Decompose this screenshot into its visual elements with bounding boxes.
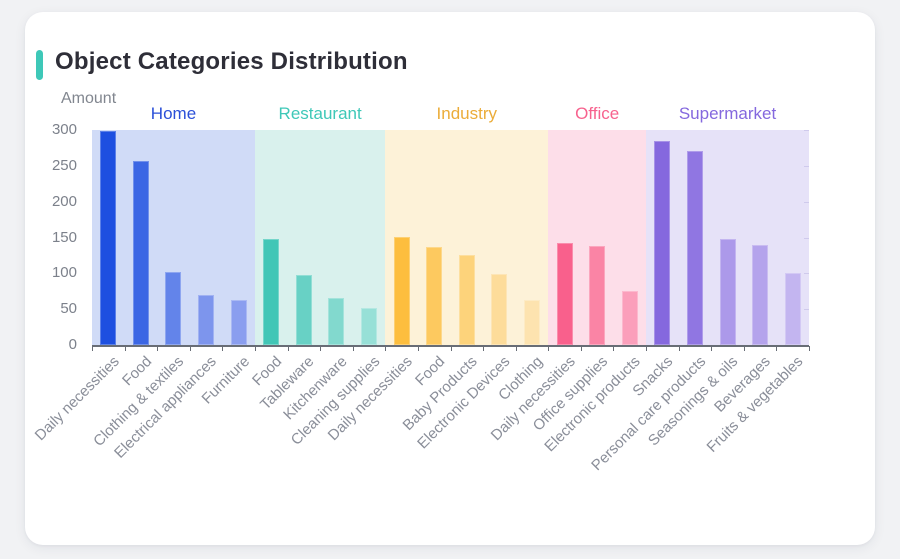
- y-axis-title: Amount: [61, 90, 117, 107]
- x-axis-tick: [483, 346, 485, 351]
- bar-industry-daily-necessities[interactable]: [393, 237, 410, 345]
- bar-office-electronic-products[interactable]: [621, 291, 638, 345]
- title-accent-bar: [36, 50, 43, 80]
- bar-supermarket-snacks[interactable]: [654, 141, 671, 345]
- bar-chart-plot: Home Restaurant Industry Office Supermarket D…: [25, 12, 875, 545]
- right-axis-tick: [804, 130, 809, 131]
- bar-restaurant-food[interactable]: [263, 239, 280, 345]
- bar-home-daily-necessities[interactable]: [100, 131, 117, 345]
- bar-supermarket-personal-care-products[interactable]: [686, 151, 703, 345]
- x-axis-tick: [157, 346, 159, 351]
- x-axis-tick: [417, 346, 419, 351]
- group-label-supermarket: Supermarket: [678, 104, 777, 123]
- x-axis-tick: [124, 346, 126, 351]
- bar-home-clothing-and-textiles[interactable]: [165, 272, 182, 345]
- bar-office-office-supplies[interactable]: [589, 246, 606, 345]
- x-axis-tick: [189, 346, 191, 351]
- x-axis-tick: [711, 346, 713, 351]
- bar-home-electrical-appliances[interactable]: [198, 295, 215, 345]
- bar-supermarket-beverages[interactable]: [752, 245, 769, 345]
- bar-industry-baby-products[interactable]: [458, 255, 475, 345]
- x-axis-tick: [580, 346, 582, 351]
- bar-restaurant-cleaning-supplies[interactable]: [361, 308, 378, 345]
- x-axis-tick: [385, 346, 387, 351]
- bar-restaurant-kitchenware[interactable]: [328, 298, 345, 345]
- chart-card: Object Categories Distribution Amount Ho…: [25, 12, 875, 545]
- bar-restaurant-tableware[interactable]: [295, 275, 312, 345]
- y-axis-tick-label-150: 150: [51, 228, 77, 246]
- right-axis-tick: [804, 166, 809, 167]
- x-axis-tick: [809, 346, 810, 351]
- x-axis-tick: [613, 346, 615, 351]
- x-axis-tick: [548, 346, 550, 351]
- y-axis-tick-label-100: 100: [51, 264, 77, 282]
- right-axis-tick: [804, 309, 809, 310]
- x-axis-tick: [776, 346, 778, 351]
- y-axis-tick-label-0: 0: [68, 336, 77, 353]
- x-axis-tick: [352, 346, 354, 351]
- right-axis-tick: [804, 273, 809, 274]
- x-axis-tick: [92, 346, 93, 351]
- bar-industry-food[interactable]: [426, 247, 443, 345]
- bar-industry-clothing[interactable]: [523, 300, 540, 345]
- group-label-office: Office: [575, 104, 620, 123]
- bar-supermarket-fruits-and-vegetables[interactable]: [784, 273, 801, 345]
- x-axis-tick: [743, 346, 745, 351]
- bar-home-furniture[interactable]: [230, 300, 247, 345]
- bar-office-daily-necessities[interactable]: [556, 243, 573, 345]
- group-label-restaurant: Restaurant: [278, 104, 362, 123]
- right-axis-tick: [804, 238, 809, 239]
- x-axis-tick: [222, 346, 224, 351]
- bar-home-food[interactable]: [132, 161, 149, 345]
- y-axis-tick-label-50: 50: [60, 300, 77, 318]
- x-axis-tick: [515, 346, 517, 351]
- x-axis-tick: [646, 346, 648, 351]
- group-label-home: Home: [150, 104, 197, 123]
- x-axis-tick: [320, 346, 322, 351]
- y-axis-tick-label-200: 200: [51, 192, 77, 210]
- bar-industry-electronic-devices[interactable]: [491, 274, 508, 345]
- x-axis-tick: [254, 346, 256, 351]
- group-label-industry: Industry: [436, 104, 498, 123]
- bar-supermarket-seasonings-and-oils[interactable]: [719, 239, 736, 345]
- y-axis-tick-label-250: 250: [51, 156, 77, 174]
- x-axis-tick: [287, 346, 289, 351]
- right-axis-tick: [804, 202, 809, 203]
- x-axis-tick: [678, 346, 680, 351]
- chart-title: Object Categories Distribution: [55, 48, 408, 75]
- y-axis-tick-label-300: 300: [51, 121, 77, 138]
- x-axis-tick: [450, 346, 452, 351]
